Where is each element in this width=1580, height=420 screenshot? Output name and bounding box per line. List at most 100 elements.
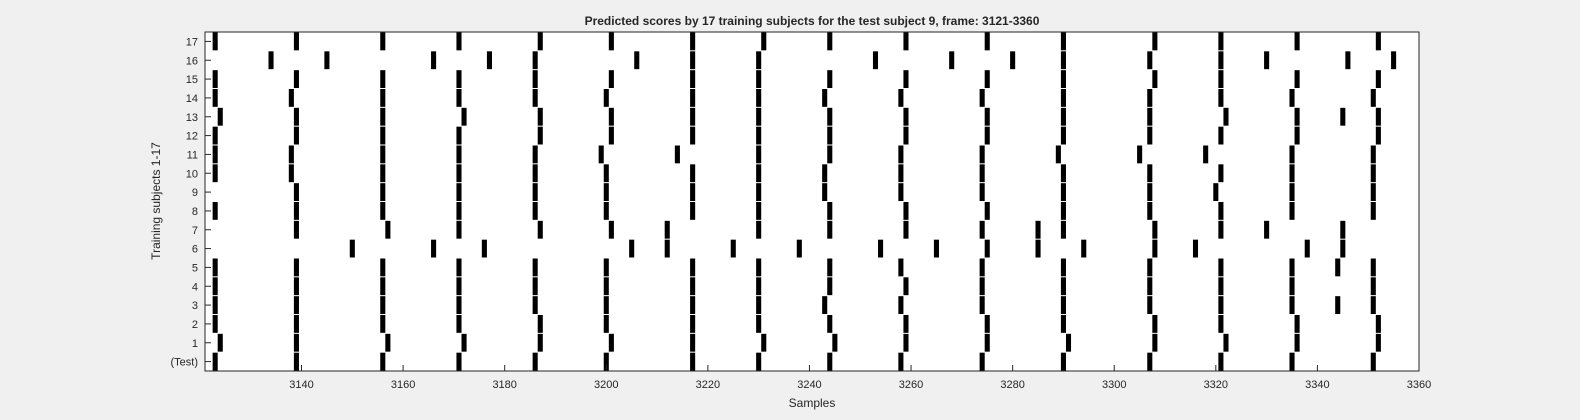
event-bar xyxy=(756,352,762,371)
event-bar xyxy=(756,258,762,277)
event-bar xyxy=(1218,89,1224,107)
event-bar xyxy=(380,32,386,51)
event-bar xyxy=(293,277,299,296)
event-bar xyxy=(1335,296,1341,314)
event-bar xyxy=(456,70,462,88)
event-bar xyxy=(608,32,614,51)
y-tick-label: (Test) xyxy=(171,357,199,369)
event-bar xyxy=(1375,32,1381,51)
event-bar xyxy=(456,126,462,145)
event-bar xyxy=(1335,258,1341,277)
event-bar xyxy=(827,32,833,51)
event-bar xyxy=(1060,107,1066,126)
event-bar xyxy=(349,239,355,258)
event-bar xyxy=(603,277,609,296)
event-bar xyxy=(933,239,939,258)
event-bar xyxy=(822,296,828,314)
event-bar xyxy=(690,296,696,314)
event-bar xyxy=(1289,202,1295,220)
event-bar xyxy=(532,202,538,220)
event-bar xyxy=(1060,258,1066,277)
event-bar xyxy=(1152,32,1158,51)
event-bar xyxy=(827,315,833,333)
event-bar xyxy=(1152,239,1158,258)
event-bar xyxy=(690,164,696,183)
x-ticks: 3140 3160 3180 3200 3220 3240 3260 3280 3300 3320… xyxy=(289,365,1431,391)
event-bar xyxy=(1035,239,1041,258)
event-bar xyxy=(293,202,299,220)
event-bar xyxy=(984,126,990,145)
event-bar xyxy=(1060,220,1066,239)
event-bar xyxy=(872,51,879,70)
event-bar xyxy=(1340,220,1346,239)
event-bar xyxy=(1147,164,1153,183)
event-bar xyxy=(603,164,609,183)
event-bar xyxy=(761,32,767,51)
event-bar xyxy=(288,89,294,107)
y-tick-label: 3 xyxy=(192,300,198,312)
event-bar xyxy=(380,107,386,126)
plot-frame xyxy=(204,31,1420,372)
event-bar xyxy=(456,183,462,201)
event-bar xyxy=(456,145,462,164)
plot-area xyxy=(205,32,1419,371)
event-bar xyxy=(456,202,462,220)
event-bar xyxy=(1289,258,1295,277)
event-bar xyxy=(756,89,762,107)
event-bar xyxy=(1060,89,1066,107)
event-bar xyxy=(456,220,462,239)
event-bar xyxy=(1060,164,1066,183)
event-bar xyxy=(1218,220,1224,239)
event-bar xyxy=(268,51,274,70)
event-bar xyxy=(293,315,299,333)
event-bars xyxy=(212,32,1397,371)
event-bar xyxy=(293,183,299,201)
event-bar xyxy=(1147,352,1153,371)
event-bar xyxy=(1289,164,1295,183)
event-bar xyxy=(293,296,299,314)
event-bar xyxy=(827,126,833,145)
event-bar xyxy=(380,89,386,107)
event-bar xyxy=(827,352,833,371)
event-bar xyxy=(293,258,299,277)
event-bar xyxy=(979,145,985,164)
event-bar xyxy=(385,333,391,352)
y-tick-label: 1 xyxy=(192,338,198,350)
event-bar xyxy=(532,277,538,296)
event-bar xyxy=(1370,277,1376,296)
event-bar xyxy=(212,70,218,88)
event-bar xyxy=(380,145,386,164)
event-bar xyxy=(1147,51,1153,70)
event-bar xyxy=(1060,32,1066,51)
event-bar xyxy=(979,352,985,371)
event-bar xyxy=(1218,258,1224,277)
event-bar xyxy=(603,296,609,314)
event-bar xyxy=(827,202,833,220)
x-tick-label: 3300 xyxy=(1102,379,1126,391)
event-bar xyxy=(603,315,609,333)
event-bar xyxy=(1370,296,1376,314)
event-bar xyxy=(456,89,462,107)
x-tick-label: 3260 xyxy=(899,379,923,391)
event-bar xyxy=(1304,239,1310,258)
event-bar xyxy=(293,126,299,145)
event-bar xyxy=(690,126,696,145)
event-bar xyxy=(537,333,543,352)
event-bar xyxy=(979,183,985,201)
event-bar xyxy=(1289,296,1295,314)
event-bar xyxy=(898,89,904,107)
event-bar xyxy=(1375,315,1381,333)
event-bar xyxy=(690,315,696,333)
event-bar xyxy=(984,333,990,352)
event-bar xyxy=(1370,145,1376,164)
event-bar xyxy=(288,145,294,164)
event-bar xyxy=(293,220,299,239)
event-bar xyxy=(1055,145,1061,164)
event-bar xyxy=(1294,315,1300,333)
x-tick-label: 3280 xyxy=(1000,379,1024,391)
event-bar xyxy=(1375,333,1381,352)
y-tick-label: 5 xyxy=(192,262,198,274)
event-bar xyxy=(1218,202,1224,220)
event-bar xyxy=(629,239,635,258)
